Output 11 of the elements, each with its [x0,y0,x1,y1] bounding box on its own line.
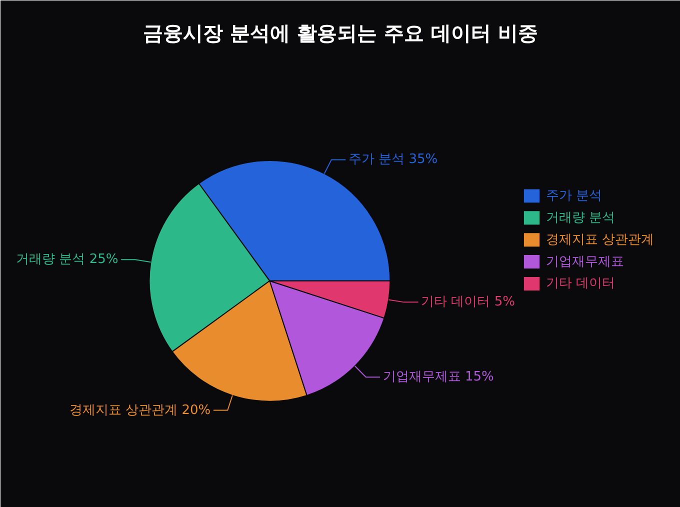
legend-label: 경제지표 상관관계 [546,232,654,248]
category-label: 기타 데이터 5% [421,294,515,310]
category-label: 거래량 분석 25% [16,252,118,268]
legend-label: 거래량 분석 [546,210,616,226]
legend-label: 기타 데이터 [546,276,616,292]
legend-label: 주가 분석 [546,188,602,204]
category-label: 주가 분석 35% [348,152,438,168]
category-label: 기업재무제표 15% [382,370,494,385]
legend-label: 기업재무제표 [546,254,624,270]
category-label: 경제지표 상관관계 20% [69,402,211,418]
chart-title: 금융시장 분석에 활용되는 주요 데이터 비중 [143,21,538,46]
